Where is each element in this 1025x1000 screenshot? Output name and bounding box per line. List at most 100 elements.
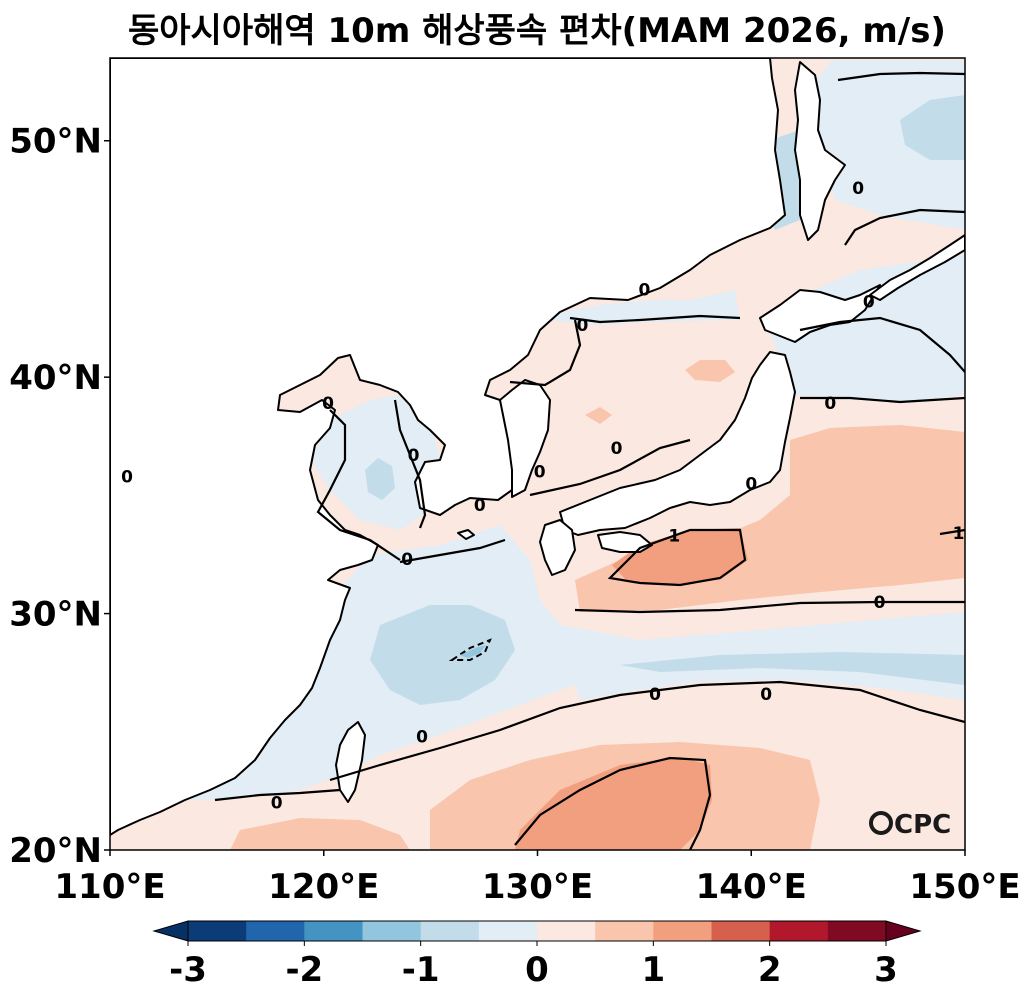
contour-label: 0 <box>534 463 546 483</box>
negative-region-southern-band <box>560 640 965 700</box>
x-tick-label: 150°E <box>909 867 1020 907</box>
colorbar-tick-label: -2 <box>285 950 323 990</box>
contour-zero-east-of-japan <box>800 396 965 404</box>
land-japan-hokkaido <box>759 284 881 343</box>
colorbar-swatch <box>188 921 247 941</box>
contour-zero-yellow-sea-west <box>316 409 401 561</box>
colorbar-tick-label: 1 <box>641 950 665 990</box>
contour-zero-subtropical-north <box>574 600 965 614</box>
negative-region-east-china-sea <box>120 525 965 805</box>
contour-label: 0 <box>322 394 334 414</box>
contour-label: 0 <box>760 685 772 705</box>
contour-label: 0 <box>824 394 836 414</box>
strong-positive-south-of-japan <box>612 528 748 585</box>
moderate-negative-north-pacific <box>900 95 965 160</box>
y-axis: 20°N 30°N 40°N 50°N <box>9 122 110 871</box>
land-sakhalin <box>794 61 846 241</box>
colorbar-swatch <box>420 921 480 941</box>
contour-zero-north-pacific <box>844 208 965 246</box>
contour-label: 0 <box>576 316 588 336</box>
colorbar: -3 -2 -1 0 1 2 3 <box>152 920 922 990</box>
positive-region-south-china-sea <box>230 818 410 850</box>
x-tick-label: 130°E <box>482 867 593 907</box>
x-axis: 110°E 120°E 130°E 140°E 150°E <box>54 850 1021 907</box>
contour-lines <box>214 71 965 850</box>
moderate-negative-subtropical-band <box>620 652 965 685</box>
positive-anomaly-regions <box>230 360 965 850</box>
contour-zero-east-china-sea-north <box>399 538 506 564</box>
contour-label: 0 <box>416 728 428 748</box>
contour-zero-japan-sea-north <box>569 314 741 324</box>
strong-negative-patch <box>460 645 486 658</box>
land-asia-mainland <box>110 58 786 836</box>
contour-zero-south-china-sea <box>214 788 341 802</box>
contour-zero-korea-strait <box>529 438 691 497</box>
colorbar-tick-label: 3 <box>874 950 898 990</box>
map-title: 동아시아해역 10m 해상풍속 편차(MAM 2026, m/s) <box>128 11 946 51</box>
contour-label: 0 <box>408 446 420 466</box>
moderate-negative-east-china-sea <box>370 605 515 705</box>
y-tick-label: 40°N <box>9 358 102 398</box>
colorbar-swatch <box>478 921 538 941</box>
contour-label: 0 <box>649 685 661 705</box>
land-japan-honshu <box>559 351 796 536</box>
land-kamchatka-kurils <box>869 234 965 301</box>
contour-zero-japan-sea <box>509 319 582 387</box>
land-taiwan <box>335 721 366 803</box>
x-tick-label: 110°E <box>54 867 165 907</box>
contour-label: 0 <box>474 496 486 516</box>
contour-label: 0 <box>611 439 623 459</box>
colorbar-swatch <box>711 921 771 941</box>
colorbar-swatch <box>537 921 596 941</box>
moderate-negative-yellow-sea <box>365 458 395 500</box>
strong-positive-philippine-sea <box>515 757 712 850</box>
contour-plus-one-south-of-japan <box>607 528 747 587</box>
positive-region-small-patch <box>585 407 612 424</box>
plot-area: 0 0 0 0 0 0 0 0 0 0 0 0 0 0 0 0 0 0 1 1 CPC <box>110 58 965 850</box>
contour-label: 0 <box>121 467 133 487</box>
contour-plus-one-east-edge <box>939 528 965 536</box>
contour-label: 1 <box>668 527 680 547</box>
contour-label: 0 <box>638 281 650 301</box>
colorbar-swatch <box>653 921 712 941</box>
contour-label: 0 <box>271 794 283 814</box>
colorbar-swatch <box>246 921 305 941</box>
contour-label: 0 <box>745 475 757 495</box>
land-jeju <box>457 529 475 540</box>
contour-plus-one-philippine-sea <box>514 756 712 850</box>
colorbar-swatch <box>304 921 363 941</box>
contour-zero-far-north <box>837 71 965 82</box>
colorbar-tick-label: 2 <box>758 950 782 990</box>
x-tick-label: 120°E <box>268 867 379 907</box>
contour-label: 0 <box>874 593 886 613</box>
cpc-logo: CPC <box>869 810 951 840</box>
colorbar-over-arrow <box>885 920 922 942</box>
contour-label: 0 <box>401 550 413 570</box>
cpc-logo-mark <box>869 811 893 835</box>
land-japan-shikoku <box>597 531 653 553</box>
colorbar-tick-label: 0 <box>525 950 549 990</box>
colorbar-tick-label: -3 <box>169 950 207 990</box>
colorbar-tick-label: -1 <box>402 950 440 990</box>
cpc-logo-text: CPC <box>894 810 951 840</box>
contour-zero-subtropical <box>329 680 965 782</box>
y-tick-label: 20°N <box>9 831 102 871</box>
land-japan-kyushu <box>539 519 576 576</box>
colorbar-swatch <box>362 921 422 941</box>
x-tick-label: 140°E <box>696 867 807 907</box>
land-masses <box>110 58 965 836</box>
land-korea <box>499 379 551 498</box>
y-tick-label: 30°N <box>9 595 102 635</box>
contour-label: 1 <box>953 524 965 544</box>
contour-label: 0 <box>852 179 864 199</box>
y-tick-label: 50°N <box>9 122 102 162</box>
colorbar-under-arrow <box>152 920 189 942</box>
contour-label: 0 <box>863 293 875 313</box>
colorbar-swatch <box>595 921 654 941</box>
positive-region-japan-sea-patch <box>685 360 735 382</box>
colorbar-swatch <box>827 921 887 941</box>
contour-zero-yellow-sea-east <box>393 399 427 529</box>
colorbar-swatch <box>769 921 829 941</box>
contour-zero-okhotsk-east <box>799 316 965 373</box>
